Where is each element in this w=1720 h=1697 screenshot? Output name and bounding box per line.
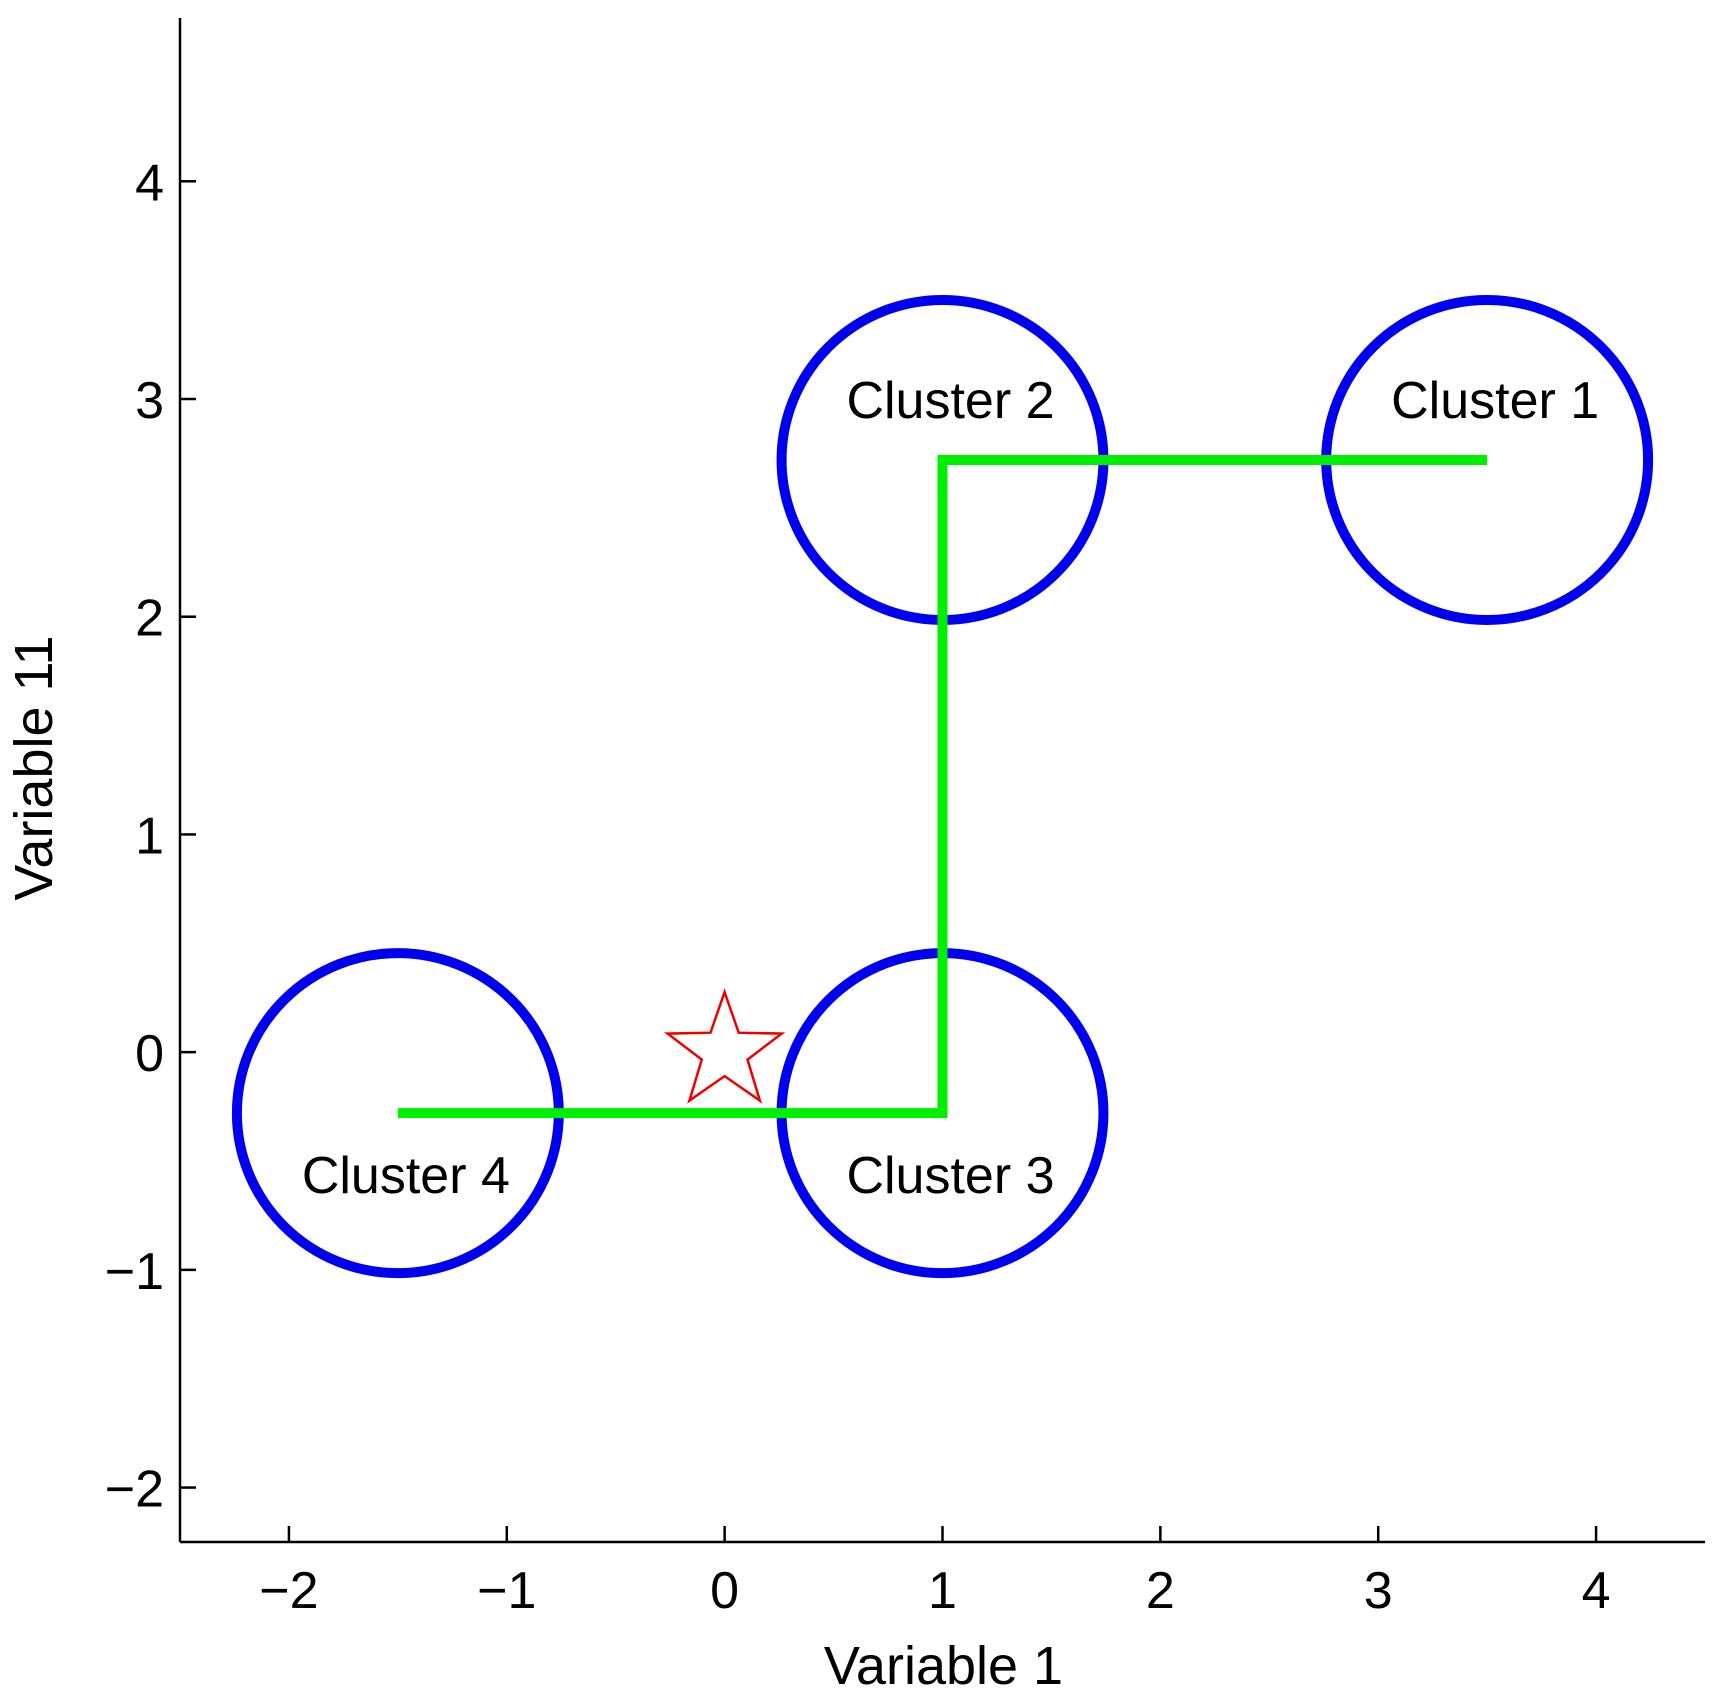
cluster-label-4: Cluster 4 bbox=[302, 1147, 510, 1205]
cluster-label-3: Cluster 3 bbox=[846, 1147, 1054, 1205]
x-tick-label: −2 bbox=[259, 1562, 318, 1620]
x-tick-label: 2 bbox=[1146, 1562, 1175, 1620]
y-tick-label: 3 bbox=[135, 372, 164, 430]
y-tick-label: −1 bbox=[105, 1243, 164, 1301]
cluster-label-2: Cluster 2 bbox=[846, 372, 1054, 430]
path-line bbox=[397, 454, 1488, 1119]
x-tick-label: 0 bbox=[710, 1562, 739, 1620]
cluster-label-1: Cluster 1 bbox=[1391, 372, 1599, 430]
x-tick-label: 3 bbox=[1364, 1562, 1393, 1620]
y-axis-label: Variable 11 bbox=[4, 635, 64, 900]
x-tick-label: −1 bbox=[477, 1562, 536, 1620]
y-tick-label: 2 bbox=[135, 590, 164, 648]
cluster-labels: Cluster 1 Cluster 2 Cluster 3 Cluster 4 bbox=[302, 372, 1599, 1205]
path-layer bbox=[397, 454, 1488, 1119]
x-tick-label: 4 bbox=[1582, 1562, 1611, 1620]
y-tick-label: −2 bbox=[105, 1461, 164, 1519]
y-tick-label: 0 bbox=[135, 1025, 164, 1083]
x-axis-label: Variable 1 bbox=[824, 1636, 1063, 1692]
y-tick-label: 1 bbox=[135, 807, 164, 865]
axes: −2 −1 0 1 2 3 4 −2 −1 0 1 2 3 4 bbox=[105, 18, 1705, 1620]
star-marker bbox=[663, 988, 786, 1104]
y-tick-label: 4 bbox=[135, 154, 164, 212]
x-tick-label: 1 bbox=[928, 1562, 957, 1620]
marker-layer bbox=[663, 988, 786, 1104]
